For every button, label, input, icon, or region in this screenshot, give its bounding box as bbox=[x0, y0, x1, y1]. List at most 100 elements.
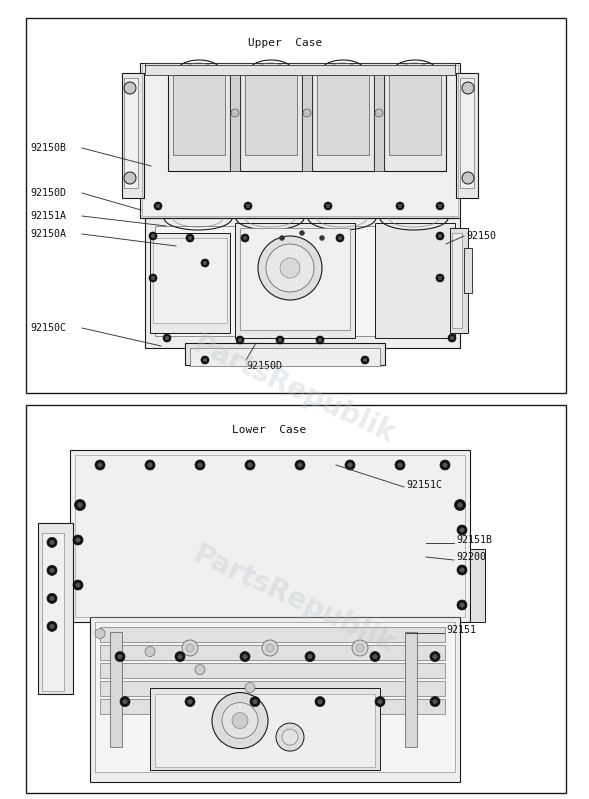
Bar bbox=[75, 455, 465, 617]
Text: 92151B: 92151B bbox=[456, 535, 492, 545]
Bar bbox=[42, 532, 64, 691]
Circle shape bbox=[175, 652, 185, 662]
Circle shape bbox=[47, 622, 57, 631]
Circle shape bbox=[336, 234, 344, 242]
Circle shape bbox=[345, 460, 355, 470]
Circle shape bbox=[47, 538, 57, 547]
Circle shape bbox=[49, 624, 54, 629]
Circle shape bbox=[124, 172, 136, 184]
Bar bbox=[240, 228, 350, 330]
Circle shape bbox=[460, 528, 464, 532]
Circle shape bbox=[378, 699, 382, 704]
Circle shape bbox=[245, 682, 255, 693]
Bar bbox=[95, 622, 455, 772]
Bar bbox=[100, 681, 445, 696]
Circle shape bbox=[433, 654, 437, 659]
Bar bbox=[374, 71, 384, 171]
Circle shape bbox=[280, 258, 300, 278]
Circle shape bbox=[348, 463, 352, 467]
Circle shape bbox=[370, 652, 380, 662]
Bar bbox=[145, 65, 455, 75]
Circle shape bbox=[317, 699, 322, 704]
Circle shape bbox=[324, 202, 332, 210]
Circle shape bbox=[448, 334, 456, 342]
Circle shape bbox=[253, 699, 257, 704]
Text: PartsRepublik: PartsRepublik bbox=[188, 331, 399, 449]
Circle shape bbox=[250, 697, 260, 706]
Circle shape bbox=[305, 652, 315, 662]
Bar bbox=[150, 688, 380, 770]
Circle shape bbox=[198, 463, 202, 467]
Circle shape bbox=[115, 652, 125, 662]
Text: Lower  Case: Lower Case bbox=[232, 425, 306, 435]
Circle shape bbox=[201, 259, 209, 267]
Circle shape bbox=[438, 234, 442, 238]
Bar bbox=[456, 73, 478, 198]
Circle shape bbox=[154, 202, 162, 210]
Circle shape bbox=[443, 463, 447, 467]
Circle shape bbox=[307, 654, 312, 659]
Circle shape bbox=[266, 644, 274, 652]
Circle shape bbox=[430, 697, 440, 706]
Circle shape bbox=[243, 237, 247, 240]
Circle shape bbox=[195, 665, 205, 674]
Bar bbox=[153, 238, 227, 323]
Bar bbox=[155, 226, 450, 336]
Circle shape bbox=[352, 640, 368, 656]
Circle shape bbox=[151, 234, 155, 238]
Bar bbox=[245, 75, 297, 155]
Circle shape bbox=[361, 356, 369, 364]
Circle shape bbox=[203, 261, 207, 264]
Circle shape bbox=[149, 274, 157, 282]
Bar bbox=[450, 228, 468, 333]
Circle shape bbox=[245, 460, 255, 470]
Circle shape bbox=[375, 697, 385, 706]
Bar bbox=[230, 71, 240, 171]
Circle shape bbox=[457, 600, 467, 610]
Circle shape bbox=[462, 82, 474, 94]
Bar bbox=[145, 218, 460, 348]
Circle shape bbox=[303, 109, 311, 117]
Text: 92150: 92150 bbox=[466, 231, 496, 241]
Circle shape bbox=[238, 338, 242, 342]
Bar bbox=[317, 75, 369, 155]
Circle shape bbox=[186, 644, 194, 652]
Text: 92151C: 92151C bbox=[406, 480, 442, 490]
Circle shape bbox=[373, 654, 377, 659]
Circle shape bbox=[163, 334, 171, 342]
Circle shape bbox=[298, 463, 302, 467]
Bar bbox=[38, 523, 73, 694]
Circle shape bbox=[436, 202, 444, 210]
Circle shape bbox=[185, 697, 195, 706]
Circle shape bbox=[438, 205, 442, 208]
Bar bbox=[240, 71, 302, 171]
Circle shape bbox=[188, 699, 192, 704]
Circle shape bbox=[47, 566, 57, 575]
Text: 92150D: 92150D bbox=[30, 188, 66, 198]
Circle shape bbox=[240, 652, 250, 662]
Bar bbox=[173, 75, 225, 155]
Bar bbox=[100, 698, 445, 714]
Circle shape bbox=[436, 232, 444, 240]
Circle shape bbox=[457, 565, 467, 575]
Circle shape bbox=[95, 460, 105, 470]
Circle shape bbox=[123, 699, 127, 704]
Bar bbox=[122, 73, 144, 198]
Circle shape bbox=[299, 230, 305, 236]
Circle shape bbox=[78, 503, 82, 507]
Circle shape bbox=[246, 205, 250, 208]
Circle shape bbox=[47, 594, 57, 603]
Circle shape bbox=[455, 499, 465, 511]
Circle shape bbox=[356, 644, 364, 652]
Circle shape bbox=[212, 693, 268, 749]
Bar bbox=[155, 694, 375, 767]
Bar bbox=[140, 63, 460, 218]
Text: PartsRepublik: PartsRepublik bbox=[188, 541, 399, 659]
Circle shape bbox=[262, 640, 278, 656]
Bar bbox=[100, 662, 445, 678]
Circle shape bbox=[76, 582, 80, 587]
Bar bbox=[384, 71, 446, 171]
Circle shape bbox=[278, 338, 282, 342]
Bar bbox=[168, 71, 230, 171]
Circle shape bbox=[73, 535, 83, 545]
